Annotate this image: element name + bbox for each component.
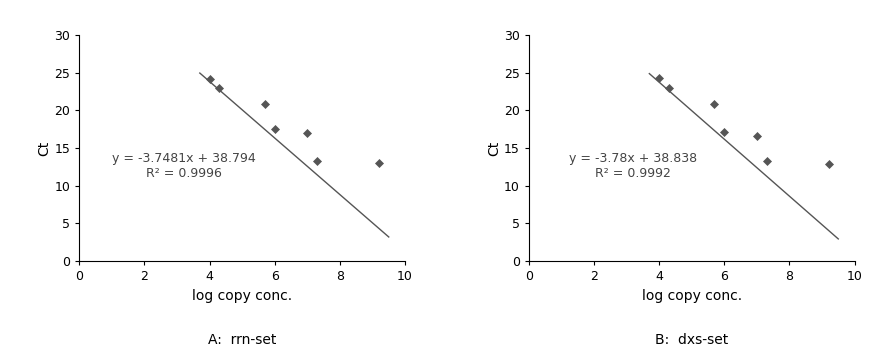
Text: y = -3.78x + 38.838
R² = 0.9992: y = -3.78x + 38.838 R² = 0.9992 [569,152,697,180]
Text: A:  rrn-set: A: rrn-set [208,333,277,347]
Y-axis label: Ct: Ct [38,140,52,156]
Text: y = -3.7481x + 38.794
R² = 0.9996: y = -3.7481x + 38.794 R² = 0.9996 [112,152,255,180]
X-axis label: log copy conc.: log copy conc. [641,288,742,302]
Y-axis label: Ct: Ct [487,140,501,156]
X-axis label: log copy conc.: log copy conc. [192,288,292,302]
Text: B:  dxs-set: B: dxs-set [655,333,729,347]
